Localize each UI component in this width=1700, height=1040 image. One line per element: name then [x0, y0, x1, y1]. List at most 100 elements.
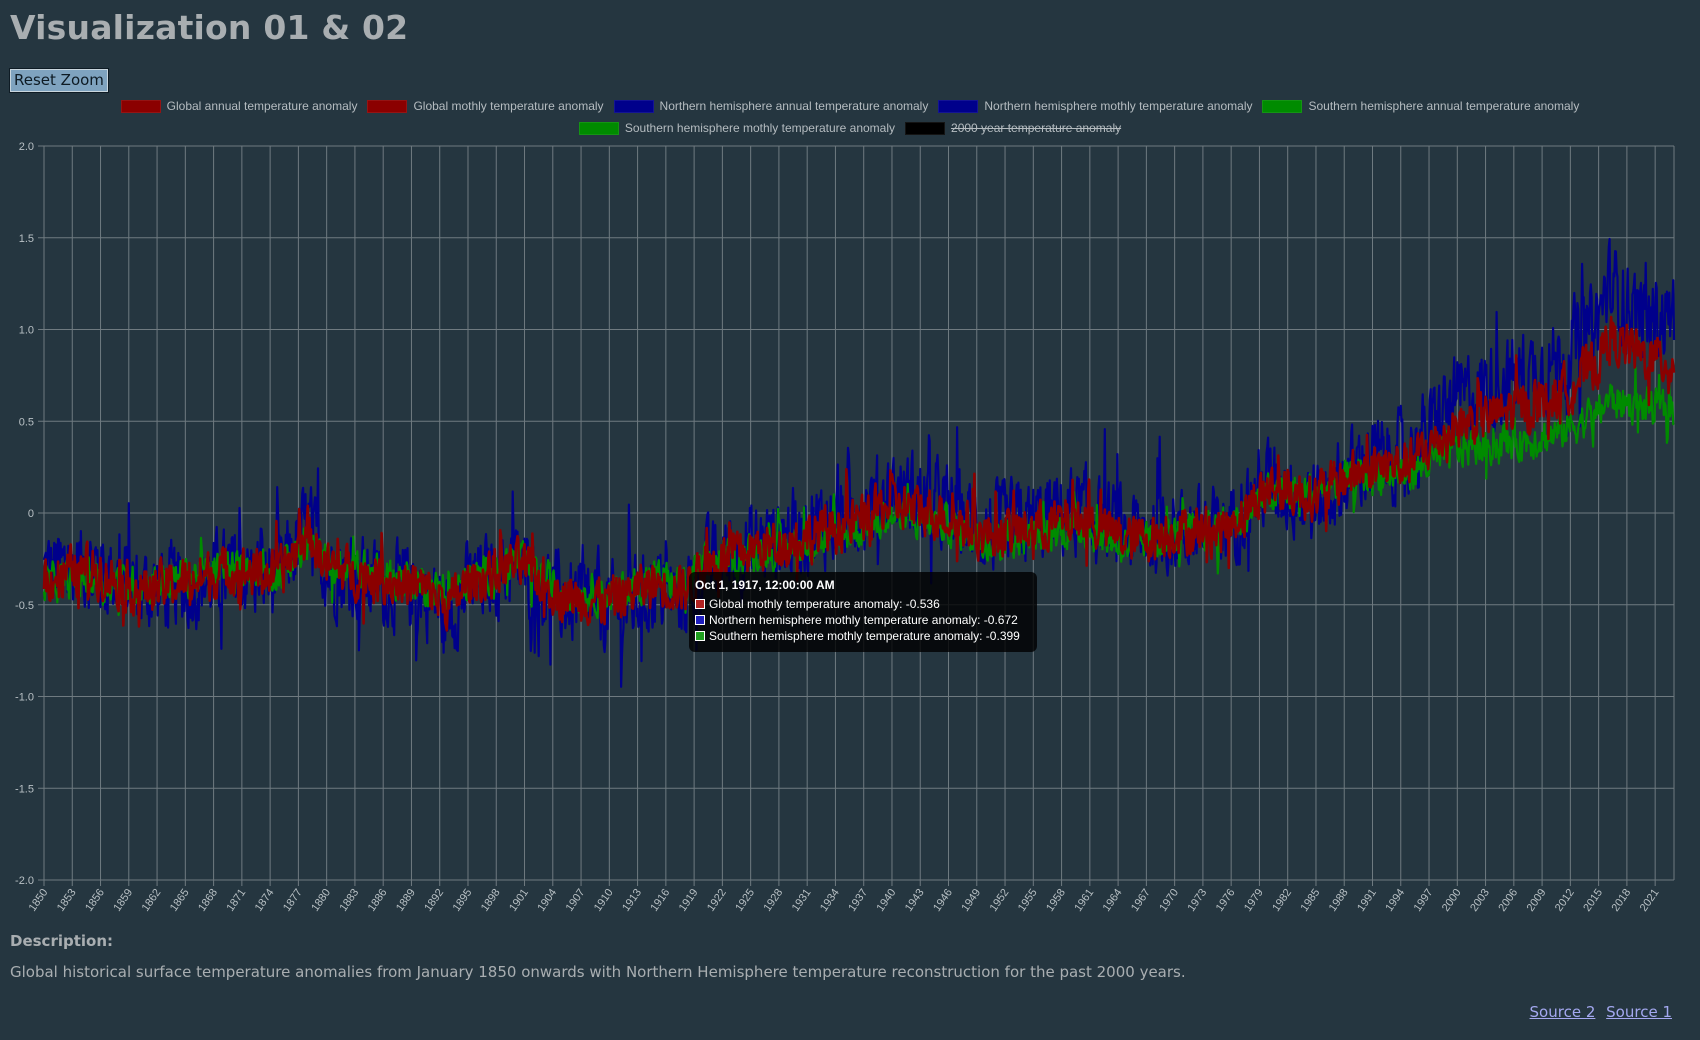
legend-item[interactable]: Northern hemisphere annual temperature a… [613, 99, 929, 113]
legend-item[interactable]: Southern hemisphere annual temperature a… [1262, 99, 1579, 113]
x-tick-label: 1982 [1270, 887, 1294, 914]
x-tick-label: 1892 [422, 887, 446, 914]
x-tick-label: 1991 [1355, 887, 1379, 914]
x-tick-label: 1976 [1214, 887, 1238, 914]
x-tick-label: 2000 [1440, 887, 1464, 914]
sources-links: Source 2 Source 1 [1524, 1003, 1672, 1021]
x-tick-label: 1937 [846, 887, 870, 914]
description-text: Global historical surface temperature an… [10, 963, 1186, 981]
tooltip-label-global: Global mothly temperature anomaly: -0.53… [709, 597, 940, 611]
x-tick-label: 1943 [903, 887, 927, 914]
x-tick-label: 1964 [1101, 887, 1125, 914]
legend-swatch [367, 99, 408, 113]
x-tick-label: 1931 [790, 887, 814, 914]
y-tick-label: 0 [28, 508, 34, 520]
legend-item[interactable]: Global annual temperature anomaly [120, 99, 357, 113]
x-tick-label: 1895 [451, 887, 475, 914]
legend-label: 2000 year temperature anomaly [951, 121, 1122, 135]
reset-zoom-button[interactable]: Reset Zoom [9, 68, 109, 93]
x-tick-label: 1907 [564, 887, 588, 914]
x-tick-label: 1910 [592, 887, 616, 914]
x-tick-label: 1901 [507, 887, 531, 914]
tooltip-row: Northern hemisphere mothly temperature a… [695, 612, 1031, 628]
tooltip-label-southern: Southern hemisphere mothly temperature a… [709, 629, 1020, 643]
y-tick-label: 1.5 [19, 233, 34, 245]
x-tick-label: 1997 [1412, 887, 1436, 914]
y-tick-label: -2.0 [15, 875, 34, 887]
legend-label: Southern hemisphere mothly temperature a… [624, 121, 896, 135]
x-tick-label: 1877 [281, 887, 305, 914]
x-tick-label: 1940 [875, 887, 899, 914]
legend-row-2: Southern hemisphere mothly temperature a… [0, 121, 1700, 135]
tooltip-title: Oct 1, 1917, 12:00:00 AM [695, 578, 835, 592]
tooltip-swatch-southern [695, 631, 705, 641]
legend-item[interactable]: Southern hemisphere mothly temperature a… [578, 121, 896, 135]
x-tick-label: 1994 [1383, 887, 1407, 914]
x-tick-label: 2021 [1638, 887, 1662, 914]
x-tick-label: 1865 [168, 887, 192, 914]
x-tick-label: 1949 [959, 887, 983, 914]
x-tick-label: 1898 [479, 887, 503, 914]
x-tick-label: 1889 [394, 887, 418, 914]
x-tick-label: 1925 [733, 887, 757, 914]
legend-item[interactable]: Northern hemisphere mothly temperature a… [938, 99, 1252, 113]
x-tick-label: 1985 [1299, 887, 1323, 914]
x-tick-label: 1859 [111, 887, 135, 914]
x-tick-label: 1961 [1072, 887, 1096, 914]
y-tick-label: -1.0 [15, 692, 34, 704]
source-1-link[interactable]: Source 1 [1606, 1003, 1672, 1021]
x-tick-label: 1988 [1327, 887, 1351, 914]
series-line [42, 315, 1676, 632]
legend-item[interactable]: Global mothly temperature anomaly [367, 99, 604, 113]
x-tick-label: 1934 [818, 887, 842, 914]
y-tick-label: 2.0 [19, 141, 34, 153]
legend-swatch [578, 121, 619, 135]
y-tick-label: 1.0 [19, 325, 34, 337]
x-tick-label: 2012 [1553, 887, 1577, 914]
legend-swatch [938, 99, 979, 113]
source-2-link[interactable]: Source 2 [1529, 1003, 1596, 1021]
chart-tooltip: Oct 1, 1917, 12:00:00 AM Global mothly t… [689, 572, 1037, 652]
y-tick-label: 0.5 [19, 416, 34, 428]
x-tick-label: 2003 [1468, 887, 1492, 914]
legend-swatch [1262, 99, 1303, 113]
legend-swatch [120, 99, 161, 113]
x-tick-label: 1853 [55, 887, 79, 914]
tooltip-swatch-northern [695, 615, 705, 625]
x-tick-label: 1952 [988, 887, 1012, 914]
legend-label: Northern hemisphere annual temperature a… [659, 99, 929, 113]
tooltip-row: Southern hemisphere mothly temperature a… [695, 628, 1031, 644]
legend-item[interactable]: 2000 year temperature anomaly [905, 121, 1121, 135]
x-tick-label: 2009 [1525, 887, 1549, 914]
page-title: Visualization 01 & 02 [10, 8, 409, 47]
x-tick-label: 2018 [1609, 887, 1633, 914]
x-tick-label: 1904 [535, 887, 559, 914]
x-tick-label: 1958 [1044, 887, 1068, 914]
x-tick-label: 1850 [27, 887, 51, 914]
x-tick-label: 1946 [931, 887, 955, 914]
legend-label: Northern hemisphere mothly temperature a… [984, 99, 1253, 113]
x-tick-label: 1979 [1242, 887, 1266, 914]
x-tick-label: 1886 [366, 887, 390, 914]
x-tick-label: 1970 [1157, 887, 1181, 914]
y-tick-label: -0.5 [15, 600, 34, 612]
x-tick-label: 1913 [620, 887, 644, 914]
legend-swatch [613, 99, 654, 113]
legend-label: Southern hemisphere annual temperature a… [1308, 99, 1580, 113]
tooltip-swatch-global [695, 599, 705, 609]
legend-row-1: Global annual temperature anomaly Global … [0, 99, 1700, 113]
tooltip-row: Global mothly temperature anomaly: -0.53… [695, 596, 1031, 612]
x-tick-label: 1919 [677, 887, 701, 914]
legend-swatch [905, 121, 946, 135]
y-tick-label: -1.5 [15, 783, 34, 795]
x-tick-label: 1874 [253, 887, 277, 914]
x-tick-label: 1862 [140, 887, 164, 914]
x-tick-label: 1871 [224, 887, 248, 914]
x-tick-label: 1880 [309, 887, 333, 914]
legend-label: Global mothly temperature anomaly [413, 99, 604, 113]
x-tick-label: 2015 [1581, 887, 1605, 914]
x-tick-label: 1928 [761, 887, 785, 914]
x-tick-label: 1916 [648, 887, 672, 914]
